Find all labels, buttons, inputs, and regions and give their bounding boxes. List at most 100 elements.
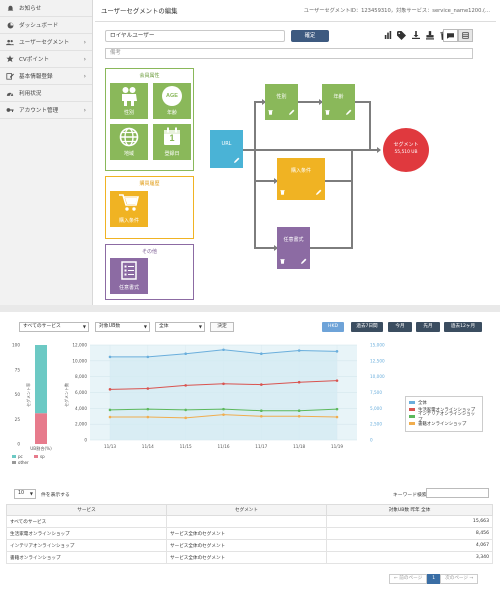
tile-any-format[interactable]: 任意書式	[110, 258, 148, 294]
pencil-icon[interactable]	[301, 258, 307, 266]
segment-count: 55,510 UB	[394, 150, 418, 155]
key-icon	[6, 106, 14, 114]
sidebar-item-usage[interactable]: 利用状況	[0, 85, 92, 102]
tile-registration-date[interactable]: 1 登録日	[153, 124, 191, 160]
bar-chart-icon[interactable]	[383, 30, 392, 40]
node-purchase-condition[interactable]: 購入条件	[277, 158, 325, 200]
data-point	[184, 384, 187, 387]
legend-label: sp	[40, 454, 45, 459]
service-select[interactable]: すべてのサービス ▼	[19, 322, 89, 332]
table-row: すべてのサービス 15,663	[6, 515, 493, 528]
calendar-day: 1	[169, 133, 175, 143]
trash-icon[interactable]	[280, 189, 285, 197]
trash-icon[interactable]	[280, 258, 285, 266]
data-point	[260, 409, 263, 413]
tile-label: 任意書式	[118, 285, 139, 291]
node-label: 購入条件	[290, 168, 311, 174]
legend-swatch	[12, 461, 16, 464]
segment-id-text: ユーザーセグメントID：123459310，対象サービス：service_nam…	[303, 8, 490, 14]
range-button[interactable]: 先月	[416, 322, 440, 332]
edit-icon	[6, 72, 14, 80]
pencil-icon[interactable]	[346, 109, 352, 117]
cart-icon	[110, 194, 148, 212]
range-button[interactable]: 過去7日間	[351, 322, 383, 332]
data-point	[146, 387, 150, 390]
legend-item: インテリアオンラインショップ	[409, 412, 479, 423]
data-point	[297, 414, 301, 418]
segment-name-input[interactable]: ロイヤルユーザー	[105, 30, 285, 42]
tile-label: 購入条件	[118, 218, 139, 224]
list-view-button[interactable]	[458, 29, 473, 42]
comment-view-button[interactable]	[443, 29, 458, 42]
sidebar-item-basic-info[interactable]: 基本情報登録 ›	[0, 68, 92, 85]
sidebar-item-cv-point[interactable]: CVポイント ›	[0, 51, 92, 68]
memo-input[interactable]: 備考	[105, 48, 473, 59]
range-button[interactable]: 今月	[388, 322, 412, 332]
chevron-down-icon: ▼	[82, 324, 86, 329]
legend-item: 生活家電オンラインショップ	[409, 406, 479, 413]
segment-cell: サービス全体のセグメント	[166, 551, 327, 564]
data-point	[335, 379, 339, 382]
trash-icon[interactable]	[325, 109, 330, 117]
node-any-format[interactable]: 任意書式	[277, 227, 310, 269]
sidebar-item-label: アカウント管理	[19, 108, 59, 114]
y-tick-label: 8,000	[75, 374, 87, 379]
tile-purchase-condition[interactable]: 購入条件	[110, 191, 148, 227]
confirm-button[interactable]: 確定	[291, 30, 329, 42]
sidebar-item-notice[interactable]: お知らせ	[0, 0, 92, 17]
metric-select[interactable]: 対象UB数 ▼	[95, 322, 150, 332]
data-point	[184, 352, 187, 356]
node-gender[interactable]: 性別	[265, 84, 298, 120]
node-url[interactable]: URL	[210, 130, 243, 168]
chevron-right-icon: ›	[83, 73, 86, 80]
tile-region[interactable]: 地域	[110, 124, 148, 160]
node-segment-result[interactable]: セグメント 55,510 UB	[383, 128, 429, 172]
age-icon: AGE	[153, 86, 191, 106]
page-number-button[interactable]: 1	[427, 574, 441, 584]
apply-button[interactable]: 決定	[210, 322, 234, 332]
range-button[interactable]: HKD	[322, 322, 344, 332]
pencil-icon[interactable]	[289, 109, 295, 117]
column-header[interactable]: セグメント	[166, 504, 327, 516]
service-cell: 書籍オンラインショップ	[6, 551, 167, 564]
sidebar-item-label: ダッシュボード	[19, 23, 59, 29]
keyword-search-input[interactable]	[426, 488, 489, 498]
segment-cell: サービス全体のセグメント	[166, 539, 327, 552]
data-point	[146, 355, 150, 359]
tile-gender[interactable]: 性別	[110, 83, 148, 119]
column-header[interactable]: 対象UB数 昨年 全体	[326, 504, 493, 516]
bell-icon	[6, 4, 14, 12]
y2-tick-label: 15,000	[370, 343, 385, 348]
tag-icon[interactable]	[397, 30, 406, 40]
prev-page-button[interactable]: ← 前のページ	[389, 574, 428, 584]
sidebar-item-dashboard[interactable]: ダッシュボード	[0, 17, 92, 34]
y-tick-label: 0	[17, 442, 20, 447]
segment-select[interactable]: 全体 ▼	[155, 322, 205, 332]
next-page-button[interactable]: 次のページ →	[440, 574, 479, 584]
pencil-icon[interactable]	[316, 189, 322, 197]
y-axis-label: セグメント数	[63, 383, 69, 407]
bar-segment-sp	[35, 413, 47, 444]
x-tick-label: 11/14	[142, 444, 154, 449]
node-age[interactable]: 年齢	[322, 84, 355, 120]
sidebar-item-user-segment[interactable]: ユーザーセグメント ›	[0, 34, 92, 51]
segment-trend-chart: 12,000 10,000 8,000 6,000 4,000 2,000 0 15,000 1…	[63, 343, 385, 450]
download-icon[interactable]	[411, 30, 420, 40]
service-cell: 生活家電オンラインショップ	[6, 527, 167, 540]
range-button[interactable]: 過去12ヶ月	[444, 322, 482, 332]
chart-legend: 全体 生活家電オンラインショップ インテリアオンラインショップ 書籍オンラインシ…	[405, 396, 483, 432]
per-page-select[interactable]: 10 ▼	[14, 489, 36, 499]
legend-label: pc	[18, 454, 23, 459]
view-toggle	[443, 29, 473, 42]
group-purchase-history: 購買履歴 購入条件	[105, 176, 194, 239]
tile-age[interactable]: AGE 年齢	[153, 83, 191, 119]
segment-builder-canvas: 会員属性 性別 AGE 年齢 地域 1 登録日	[105, 64, 480, 302]
column-header[interactable]: サービス	[6, 504, 167, 516]
sidebar-item-account[interactable]: アカウント管理 ›	[0, 102, 92, 119]
trash-icon[interactable]	[268, 109, 273, 117]
data-point	[260, 352, 263, 356]
node-label: セグメント	[393, 142, 419, 148]
segment-editor-main: ユーザーセグメントの編集 ユーザーセグメントID：123459310，対象サービ…	[95, 0, 496, 305]
stamp-icon[interactable]	[425, 30, 434, 40]
pencil-icon[interactable]	[234, 157, 240, 165]
